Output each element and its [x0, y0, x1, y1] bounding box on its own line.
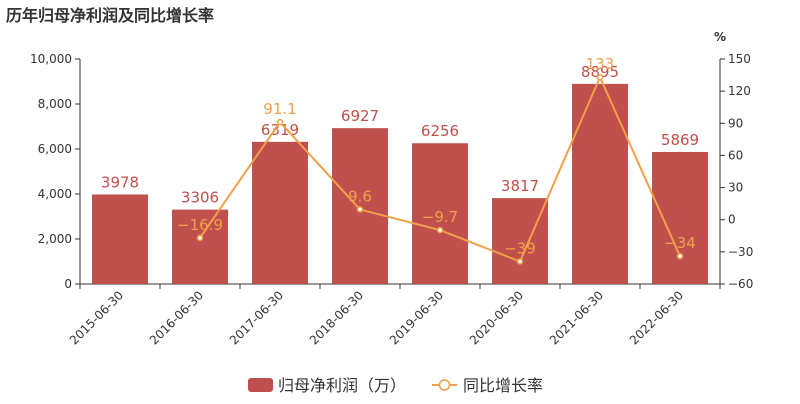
x-axis-tick-label: 2017-06-30 [227, 288, 286, 347]
right-axis-tick-label: 90 [728, 116, 743, 130]
x-axis-tick-label: 2019-06-30 [387, 288, 446, 347]
bar [172, 209, 228, 284]
left-axis-tick-label: 0 [64, 277, 72, 291]
left-axis-tick-label: 10,000 [30, 52, 72, 66]
right-axis-tick-label: 150 [728, 52, 751, 66]
chart-title: 历年归母净利润及同比增长率 [6, 6, 215, 25]
right-axis-unit-label: % [714, 30, 726, 44]
growth-point [596, 73, 604, 81]
bar [412, 143, 468, 284]
bar [492, 198, 548, 284]
growth-point [356, 206, 364, 213]
bar-data-label: 3817 [501, 177, 539, 195]
bar-data-label: 6256 [421, 122, 459, 140]
growth-data-label: −39 [504, 240, 536, 258]
right-axis-tick-label: 0 [728, 213, 736, 227]
right-axis-tick-label: −30 [728, 245, 753, 259]
legend-bar-label: 归母净利润（万） [278, 376, 406, 395]
left-axis-tick-label: 4,000 [38, 187, 72, 201]
x-axis-tick-label: 2016-06-30 [147, 288, 206, 347]
growth-point [436, 226, 444, 234]
right-axis-tick-label: 60 [728, 148, 743, 162]
bar [92, 194, 148, 284]
bar [652, 151, 708, 284]
legend-line-marker [438, 379, 451, 391]
growth-data-label: 91.1 [263, 100, 296, 118]
growth-data-label: −16.9 [177, 216, 223, 234]
left-axis-tick-label: 6,000 [38, 142, 72, 156]
growth-data-label: −9.7 [422, 208, 458, 226]
bar-data-label: 3306 [181, 189, 219, 207]
legend-line-label: 同比增长率 [463, 376, 543, 395]
bar-data-label: 5869 [661, 131, 699, 149]
bar [572, 83, 628, 284]
x-axis-tick-label: 2022-06-30 [627, 288, 686, 347]
growth-point [196, 234, 204, 242]
growth-data-label: 133 [586, 55, 615, 73]
x-axis-tick-label: 2015-06-30 [67, 288, 126, 347]
x-axis-tick-label: 2020-06-30 [467, 288, 526, 347]
x-axis-tick-label: 2021-06-30 [547, 288, 606, 347]
bar-data-label: 6927 [341, 107, 379, 125]
bar-data-label: 3978 [101, 173, 139, 191]
growth-data-label: −34 [664, 234, 696, 252]
bar-data-label: 8895 [581, 63, 619, 81]
growth-data-label: 9.6 [348, 187, 372, 205]
growth-point [676, 252, 684, 260]
right-axis-tick-label: 30 [728, 181, 743, 195]
x-axis-tick-label: 2018-06-30 [307, 288, 366, 347]
left-axis-tick-label: 8,000 [38, 97, 72, 111]
growth-point [516, 258, 524, 265]
legend-bar-swatch [248, 378, 273, 392]
bar [252, 141, 308, 284]
growth-point [276, 118, 284, 126]
right-axis-tick-label: 120 [728, 84, 751, 98]
left-axis-tick-label: 2,000 [38, 232, 72, 246]
bar [332, 128, 388, 284]
right-axis-tick-label: −60 [728, 277, 753, 291]
